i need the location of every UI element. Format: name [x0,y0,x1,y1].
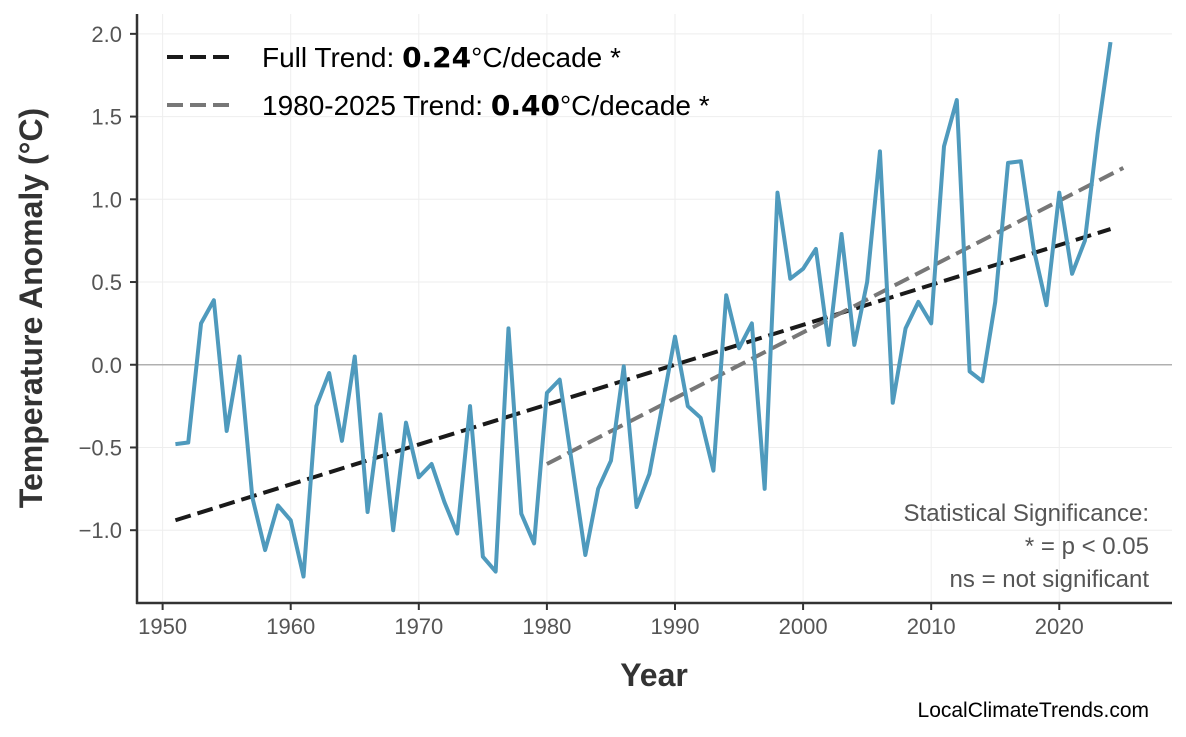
legend-prefix: Full Trend: [262,42,402,73]
x-tick-label: 1980 [522,614,571,639]
legend-label: Full Trend: 0.24°C/decade * [262,41,621,74]
y-axis-label: Temperature Anomaly (°C) [13,108,49,508]
annotation-line: ns = not significant [950,566,1150,593]
y-tick-label: 0.5 [91,270,122,295]
y-tick-label: 0.0 [91,353,122,378]
anomaly-line [175,41,1113,579]
x-tick-label: 1960 [266,614,315,639]
y-tick-label: 1.5 [91,105,122,130]
legend: Full Trend: 0.24°C/decade *1980-2025 Tre… [167,41,710,122]
tick-labels: 1950 1960 1970 1980 1990 2000 2010 2020 −1.0 −0.5… [79,22,1084,639]
credit: LocalClimateTrends.com [918,699,1149,722]
axes [130,14,1172,610]
series [175,41,1113,579]
legend-suffix: °C/decade * [471,42,621,73]
y-tick-label: 2.0 [91,22,122,47]
x-tick-label: 1990 [651,614,700,639]
annotation-line: * = p < 0.05 [1025,533,1149,560]
x-tick-label: 2010 [907,614,956,639]
trend-line [545,166,1125,466]
significance-annotation: Statistical Significance: * = p < 0.05 n… [904,500,1150,593]
annotation-line: Statistical Significance: [904,500,1149,527]
y-tick-label: −1.0 [79,518,122,543]
x-tick-label: 1970 [394,614,443,639]
legend-value: 0.40 [491,89,560,122]
legend-prefix: 1980-2025 Trend: [262,90,491,121]
legend-suffix: °C/decade * [560,90,710,121]
legend-value: 0.24 [402,41,471,74]
x-tick-label: 2020 [1035,614,1084,639]
x-tick-label: 1950 [138,614,187,639]
legend-label: 1980-2025 Trend: 0.40°C/decade * [262,89,710,122]
y-tick-label: −0.5 [79,435,122,460]
y-tick-label: 1.0 [91,187,122,212]
x-axis-label: Year [620,657,688,693]
trend-line [174,227,1112,523]
x-tick-label: 2000 [779,614,828,639]
